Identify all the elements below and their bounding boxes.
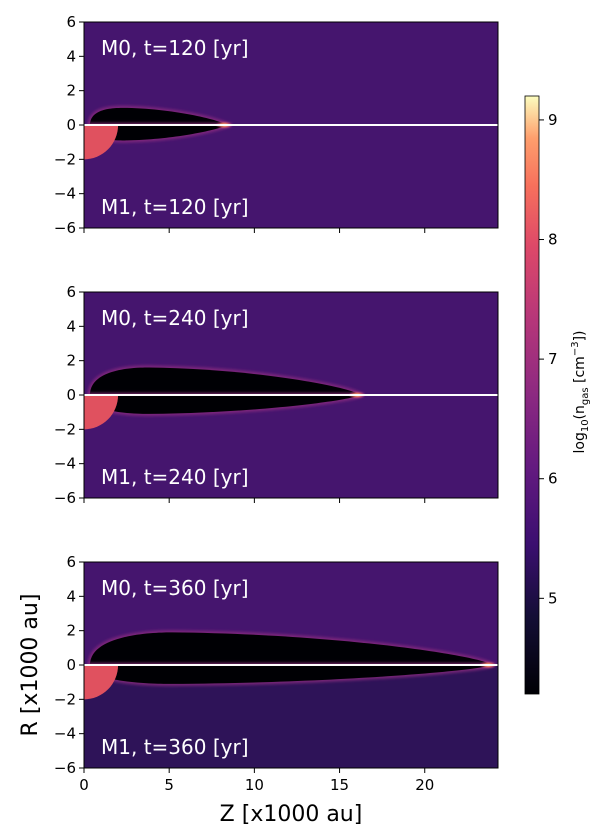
cavity-lower <box>89 395 361 414</box>
panel-label-top: M0, t=360 [yr] <box>101 576 249 600</box>
y-tick-label: 2 <box>66 82 76 100</box>
y-tick-label: 0 <box>66 656 76 674</box>
colorbar-tick-label: 9 <box>548 111 558 129</box>
y-tick-label: −6 <box>54 219 76 237</box>
panel-image <box>84 22 498 228</box>
panel-image <box>84 292 498 498</box>
y-tick-label: 4 <box>66 47 76 65</box>
cavity-upper <box>89 632 492 665</box>
colorbar-tick-label: 7 <box>548 350 558 368</box>
x-tick-label: 10 <box>245 776 264 794</box>
colorbar: 5 6 7 8 9 log10(ngas [cm−3]) <box>524 95 591 695</box>
y-tick-label: −6 <box>54 759 76 777</box>
cavity-upper <box>89 367 361 395</box>
panels: M0, t=120 [yr]M1, t=120 [yr]6420−2−4−6M0… <box>54 13 499 794</box>
panel-image <box>84 562 498 768</box>
y-tick-label: −2 <box>54 420 76 438</box>
y-tick-label: −2 <box>54 150 76 168</box>
panel-label-bottom: M1, t=240 [yr] <box>101 465 249 489</box>
y-tick-label: 0 <box>66 386 76 404</box>
x-tick-label: 20 <box>415 776 434 794</box>
panel-1: M0, t=120 [yr] M1, t=120 [yr] 6 4 2 0 −2 −4 −6 <box>54 13 499 237</box>
colorbar-gradient <box>524 95 540 695</box>
colorbar-tick-label: 5 <box>548 589 558 607</box>
y-tick-label: 4 <box>66 317 76 335</box>
y-tick-label: 6 <box>66 13 76 31</box>
panel-label-bottom: M1, t=120 [yr] <box>101 195 249 219</box>
source-region <box>84 395 119 430</box>
y-tick-label: −4 <box>54 455 76 473</box>
y-axis-label: R [x1000 au] <box>18 594 43 737</box>
x-tick-label: 15 <box>330 776 349 794</box>
panel-label-top: M0, t=240 [yr] <box>101 306 249 330</box>
y-tick-label: −6 <box>54 489 76 507</box>
x-axis-label: Z [x1000 au] <box>220 802 363 827</box>
panel-label-bottom: M1, t=360 [yr] <box>101 735 249 759</box>
colorbar-tick-label: 8 <box>548 231 558 249</box>
y-tick-label: −2 <box>54 690 76 708</box>
colorbar-label: log10(ngas [cm−3]) <box>570 330 591 453</box>
cavity-lower <box>89 125 228 141</box>
y-tick-label: 6 <box>66 283 76 301</box>
panel-2: M0, t=240 [yr] M1, t=240 [yr] 6 4 2 0 −2 −4 −6 <box>54 283 499 507</box>
y-tick-label: 0 <box>66 116 76 134</box>
source-region <box>84 125 119 160</box>
x-tick-label: 5 <box>164 776 174 794</box>
panel-label-top: M0, t=120 [yr] <box>101 36 249 60</box>
y-tick-label: 2 <box>66 622 76 640</box>
y-tick-label: 4 <box>66 587 76 605</box>
cavity-lower <box>89 665 492 684</box>
y-tick-label: −4 <box>54 725 76 743</box>
colorbar-ticks: 5 6 7 8 9 <box>539 111 558 607</box>
y-tick-label: 2 <box>66 352 76 370</box>
y-tick-label: −4 <box>54 185 76 203</box>
colorbar-tick-label: 6 <box>548 470 558 488</box>
background-lower <box>84 125 498 228</box>
cavity-upper <box>89 107 228 125</box>
x-tick-label: 0 <box>79 776 89 794</box>
y-tick-label: 6 <box>66 553 76 571</box>
source-region <box>84 665 119 700</box>
